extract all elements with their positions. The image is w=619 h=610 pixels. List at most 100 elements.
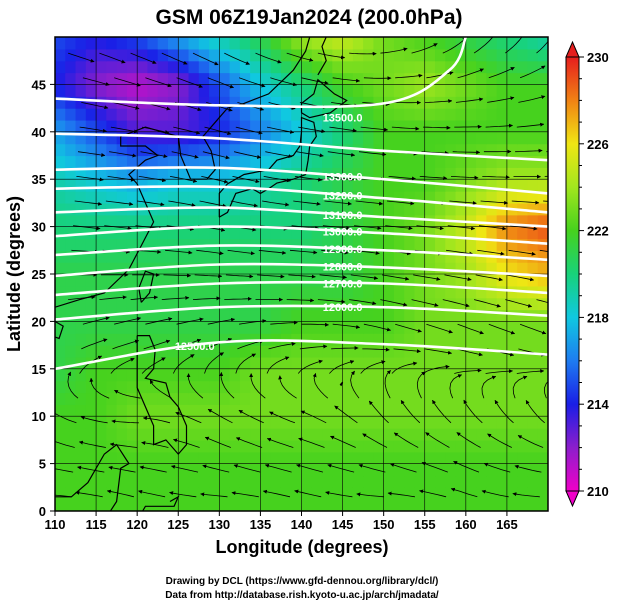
heatmap-cell <box>332 49 343 61</box>
heatmap-cell <box>322 156 333 168</box>
heatmap-cell <box>312 369 323 381</box>
heatmap-cell <box>507 464 518 476</box>
heatmap-cell <box>76 238 87 250</box>
heatmap-cell <box>291 345 302 357</box>
heatmap-cell <box>158 274 169 286</box>
heatmap-cell <box>538 321 549 333</box>
heatmap-cell <box>127 475 138 487</box>
heatmap-cell <box>260 286 271 298</box>
heatmap-cell <box>260 357 271 369</box>
heatmap-cell <box>96 215 107 227</box>
heatmap-cell <box>394 84 405 96</box>
heatmap-cell <box>456 440 467 452</box>
heatmap-cell <box>384 475 395 487</box>
heatmap-cell <box>55 369 66 381</box>
heatmap-cell <box>158 167 169 179</box>
heatmap-cell <box>363 310 374 322</box>
heatmap-cell <box>96 37 107 49</box>
heatmap-cell <box>55 404 66 416</box>
heatmap-cell <box>445 73 456 85</box>
heatmap-cell <box>250 310 261 322</box>
heatmap-cell <box>507 310 518 322</box>
heatmap-cell <box>373 156 384 168</box>
contour-label: 13100.0 <box>323 210 363 222</box>
heatmap-cell <box>55 61 66 73</box>
heatmap-cell <box>168 108 179 120</box>
heatmap-cell <box>137 452 148 464</box>
heatmap-cell <box>363 37 374 49</box>
heatmap-cell <box>55 321 66 333</box>
y-tick-label: 20 <box>32 314 46 329</box>
heatmap-cell <box>55 120 66 132</box>
heatmap-cell <box>302 61 313 73</box>
heatmap-cell <box>117 84 128 96</box>
heatmap-cell <box>507 120 518 132</box>
heatmap-cell <box>86 191 97 203</box>
heatmap-cell <box>65 499 76 511</box>
heatmap-cell <box>168 156 179 168</box>
heatmap-cell <box>86 404 97 416</box>
heatmap-cell <box>486 416 497 428</box>
heatmap-cell <box>507 144 518 156</box>
heatmap-cell <box>65 238 76 250</box>
heatmap-cell <box>127 428 138 440</box>
heatmap-cell <box>65 321 76 333</box>
heatmap-cell <box>332 404 343 416</box>
heatmap-cell <box>517 84 528 96</box>
heatmap-cell <box>147 416 158 428</box>
heatmap-cell <box>117 179 128 191</box>
heatmap-cell <box>65 333 76 345</box>
heatmap-cell <box>209 416 220 428</box>
heatmap-cell <box>486 73 497 85</box>
heatmap-cell <box>343 404 354 416</box>
heatmap-cell <box>96 428 107 440</box>
heatmap-cell <box>250 487 261 499</box>
y-tick-label: 10 <box>32 409 46 424</box>
heatmap-cell <box>486 381 497 393</box>
contour-label: 12500.0 <box>175 341 215 353</box>
heatmap-cell <box>497 487 508 499</box>
heatmap-cell <box>178 84 189 96</box>
x-tick-label: 110 <box>45 517 66 532</box>
heatmap-cell <box>312 499 323 511</box>
heatmap-cell <box>291 404 302 416</box>
heatmap-cell <box>230 310 241 322</box>
heatmap-cell <box>65 381 76 393</box>
heatmap-cell <box>404 238 415 250</box>
heatmap-cell <box>456 393 467 405</box>
heatmap-cell <box>497 286 508 298</box>
heatmap-cell <box>209 440 220 452</box>
heatmap-cell <box>55 250 66 262</box>
heatmap-cell <box>476 227 487 239</box>
heatmap-cell <box>507 499 518 511</box>
heatmap-cell <box>209 191 220 203</box>
heatmap-cell <box>363 262 374 274</box>
heatmap-cell <box>230 321 241 333</box>
heatmap-cell <box>322 333 333 345</box>
heatmap-cell <box>497 440 508 452</box>
heatmap-cell <box>219 120 230 132</box>
heatmap-cell <box>260 49 271 61</box>
colorbar-tick-label: 222 <box>587 224 609 239</box>
heatmap-cell <box>414 120 425 132</box>
heatmap-cell <box>65 464 76 476</box>
heatmap-cell <box>373 369 384 381</box>
heatmap-cell <box>445 428 456 440</box>
heatmap-cell <box>384 84 395 96</box>
heatmap-cell <box>127 37 138 49</box>
heatmap-cell <box>281 452 292 464</box>
y-tick-label: 30 <box>32 220 46 235</box>
heatmap-cell <box>302 203 313 215</box>
heatmap-cell <box>281 381 292 393</box>
heatmap-cell <box>96 84 107 96</box>
heatmap-cell <box>497 369 508 381</box>
heatmap-cell <box>343 499 354 511</box>
heatmap-cell <box>158 487 169 499</box>
heatmap-cell <box>373 499 384 511</box>
heatmap-cell <box>373 49 384 61</box>
heatmap-cell <box>445 357 456 369</box>
heatmap-cell <box>76 393 87 405</box>
heatmap-cell <box>117 499 128 511</box>
heatmap-cell <box>322 428 333 440</box>
heatmap-cell <box>281 428 292 440</box>
